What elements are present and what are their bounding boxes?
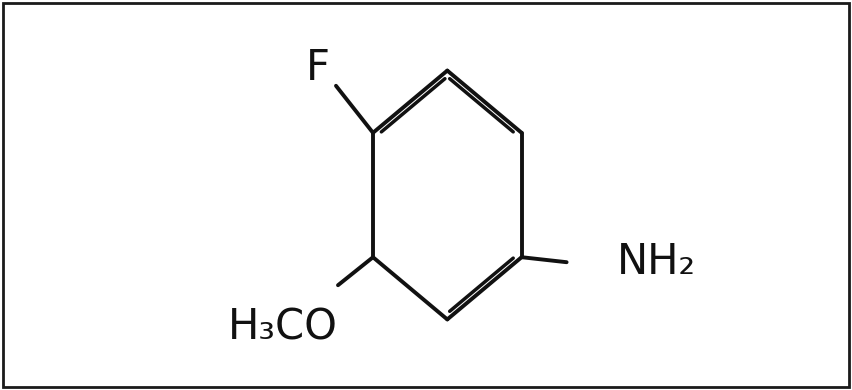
Text: F: F <box>306 47 330 89</box>
Text: H₃CO: H₃CO <box>228 306 338 348</box>
Text: NH₂: NH₂ <box>617 241 696 283</box>
